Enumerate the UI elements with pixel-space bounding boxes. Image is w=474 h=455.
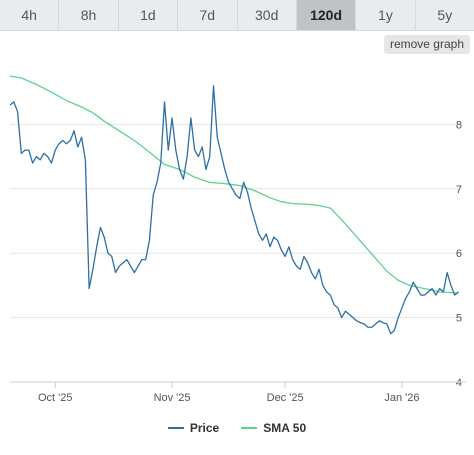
x-tick-label-3: Jan '26 bbox=[384, 392, 419, 404]
y-axis-ticks: 4 5 6 7 8 bbox=[456, 119, 462, 389]
tab-1d[interactable]: 1d bbox=[119, 0, 179, 30]
tab-1y[interactable]: 1y bbox=[356, 0, 416, 30]
tab-5y[interactable]: 5y bbox=[437, 7, 453, 23]
legend-label: Price bbox=[189, 421, 220, 435]
x-tick-label-2: Dec '25 bbox=[267, 392, 304, 404]
legend-swatch bbox=[241, 427, 258, 429]
x-tick-label-1: Nov '25 bbox=[154, 392, 191, 404]
x-axis: Oct '25 Nov '25 Dec '25 Jan '26 bbox=[10, 381, 466, 404]
legend-label: SMA 50 bbox=[263, 421, 307, 435]
y-tick-label-7: 7 bbox=[456, 184, 462, 196]
y-tick-label-4: 4 bbox=[456, 377, 462, 389]
series-line-price bbox=[9, 85, 459, 335]
y-tick-label-5: 5 bbox=[456, 313, 462, 325]
tab-4h[interactable]: 4h bbox=[0, 0, 60, 30]
chart-series bbox=[9, 75, 459, 335]
tab-7d[interactable]: 7d bbox=[178, 0, 238, 30]
x-tick-label-0: Oct '25 bbox=[38, 392, 73, 404]
y-tick-label-8: 8 bbox=[456, 119, 462, 131]
tab-120d[interactable]: 120d bbox=[296, 0, 357, 30]
chart-legend: Price SMA 50 bbox=[0, 421, 474, 435]
tab-8h[interactable]: 8h bbox=[59, 0, 119, 30]
series-line-sma-50 bbox=[9, 75, 459, 294]
tab-30d[interactable]: 30d bbox=[238, 0, 297, 30]
chart-grid bbox=[10, 123, 462, 319]
legend-item-sma-50[interactable]: SMA 50 bbox=[241, 421, 306, 435]
legend-swatch bbox=[167, 427, 184, 429]
timeframe-tabs: 4h 8h 1d 7d 30d 120d 1y 5y bbox=[0, 0, 474, 31]
remove-graph-button[interactable]: remove graph bbox=[383, 35, 470, 54]
legend-item-price[interactable]: Price bbox=[167, 421, 220, 435]
y-tick-label-6: 6 bbox=[456, 248, 462, 260]
